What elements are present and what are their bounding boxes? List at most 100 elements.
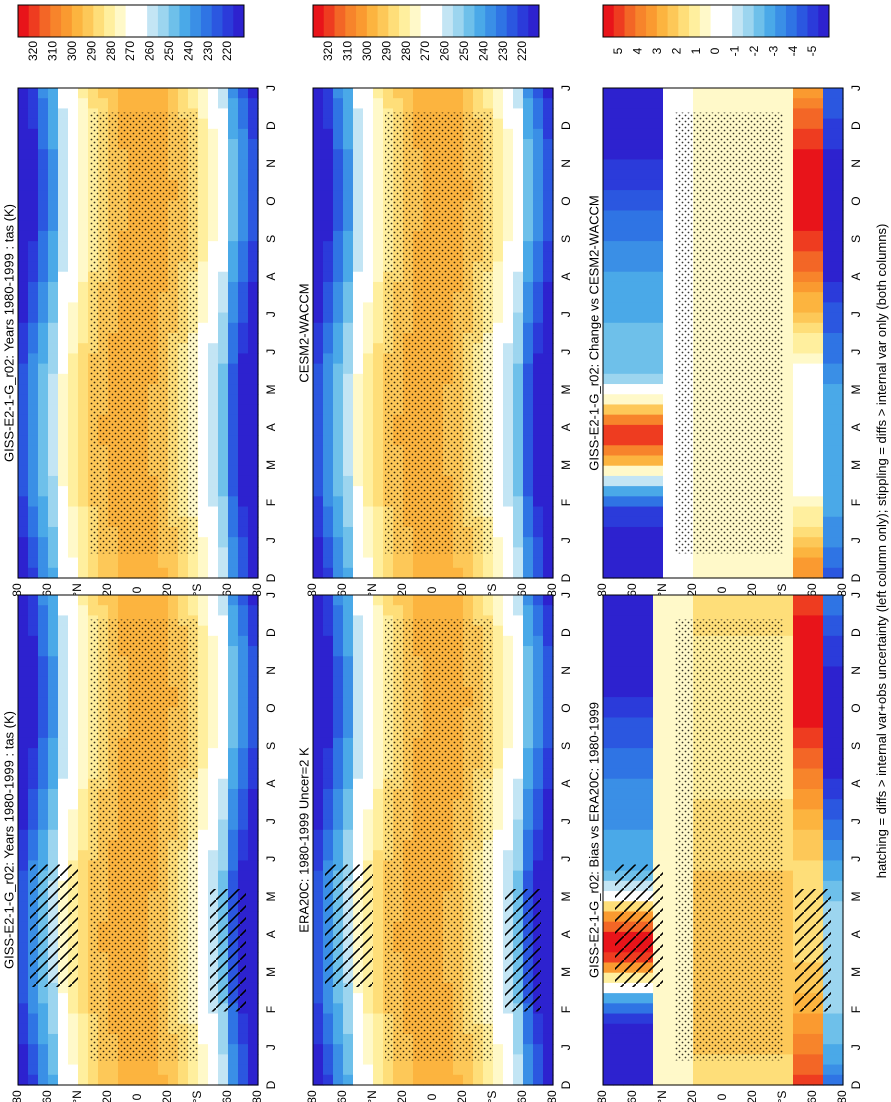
x-tick-label: J <box>264 856 278 862</box>
heatmap-cell <box>503 333 514 344</box>
heatmap-cell <box>643 333 654 344</box>
heatmap-cell <box>198 98 209 110</box>
heatmap-cell <box>513 169 524 181</box>
heatmap-cell <box>503 615 514 627</box>
heatmap-cell <box>208 465 219 477</box>
heatmap-cell <box>633 496 644 508</box>
heatmap-cell <box>323 475 334 487</box>
heatmap-cell <box>323 230 334 242</box>
heatmap-cell <box>513 1074 524 1086</box>
heatmap-cell <box>333 567 344 579</box>
heatmap-cell <box>333 537 344 548</box>
heatmap-cell <box>523 414 534 426</box>
heatmap-cell <box>633 281 644 293</box>
heatmap-cell <box>623 302 634 314</box>
x-tick-label: S <box>264 235 278 243</box>
heatmap-cell <box>353 373 364 385</box>
heatmap-cell <box>523 526 534 538</box>
heatmap-cell <box>68 809 79 821</box>
heatmap-cell <box>333 799 344 810</box>
x-tick-label: N <box>559 159 573 168</box>
heatmap-cell <box>28 506 39 518</box>
heatmap-cell <box>373 717 384 729</box>
heatmap-cell <box>523 707 534 719</box>
heatmap-cell <box>198 993 209 1004</box>
heatmap-cell <box>178 88 189 99</box>
heatmap-cell <box>373 516 384 528</box>
heatmap-cell <box>248 891 259 902</box>
heatmap-cell <box>68 737 79 749</box>
heatmap-cell <box>238 271 249 283</box>
heatmap-cell <box>208 778 219 790</box>
heatmap-cell <box>323 799 334 810</box>
heatmap-cell <box>68 261 79 273</box>
heatmap-cell <box>28 697 39 708</box>
heatmap-cell <box>198 1064 209 1076</box>
heatmap-cell <box>633 455 644 467</box>
heatmap-cell <box>238 1023 249 1035</box>
heatmap-cell <box>373 850 384 862</box>
heatmap-cell <box>48 435 59 446</box>
heatmap-cell <box>363 666 374 678</box>
heatmap-cell <box>78 717 89 729</box>
heatmap-cell <box>523 394 534 406</box>
heatmap-cell <box>333 496 344 508</box>
heatmap-cell <box>493 615 504 627</box>
heatmap-cell <box>333 819 344 831</box>
heatmap-cell <box>238 404 249 416</box>
hatching-overlay <box>210 889 246 1012</box>
heatmap-cell <box>373 343 384 355</box>
heatmap-cell <box>238 748 249 759</box>
heatmap-cell <box>513 281 524 293</box>
heatmap-cell <box>543 271 554 283</box>
heatmap-cell <box>28 343 39 355</box>
heatmap-cell <box>313 850 324 862</box>
heatmap-cell <box>613 98 624 110</box>
heatmap-cell <box>513 139 524 150</box>
heatmap-cell <box>208 686 219 698</box>
heatmap-cell <box>138 595 149 606</box>
heatmap-cell <box>313 799 324 810</box>
heatmap-cell <box>363 169 374 181</box>
heatmap-cell <box>38 169 49 181</box>
heatmap-cell <box>323 88 334 99</box>
heatmap-cell <box>138 88 149 99</box>
heatmap-cell <box>373 1033 384 1045</box>
heatmap-cell <box>323 707 334 719</box>
heatmap-cell <box>373 547 384 559</box>
heatmap-cell <box>513 788 524 800</box>
heatmap-cell <box>68 424 79 436</box>
heatmap-cell <box>473 567 484 579</box>
heatmap-cell <box>613 506 624 518</box>
heatmap-cell <box>473 1064 484 1076</box>
heatmap-cell <box>353 139 364 150</box>
heatmap-cell <box>503 312 514 324</box>
heatmap-cell <box>108 557 119 569</box>
heatmap-cell <box>653 149 664 161</box>
heatmap-cell <box>323 312 334 324</box>
heatmap-cell <box>238 424 249 436</box>
heatmap-cell <box>248 333 259 344</box>
heatmap-cell <box>493 942 504 953</box>
heatmap-cell <box>78 261 89 273</box>
heatmap-cell <box>238 1074 249 1086</box>
heatmap-cell <box>333 768 344 780</box>
heatmap-cell <box>533 394 544 406</box>
heatmap-cell <box>383 567 394 579</box>
heatmap-cell <box>228 605 239 617</box>
heatmap-cell <box>48 292 59 303</box>
heatmap-cell <box>248 635 259 647</box>
heatmap-cell <box>363 819 374 831</box>
heatmap-cell <box>533 128 544 140</box>
heatmap-cell <box>643 496 654 508</box>
heatmap-cell <box>383 557 394 569</box>
heatmap-cell <box>323 445 334 457</box>
heatmap-cell <box>503 870 514 882</box>
heatmap-cell <box>198 128 209 140</box>
heatmap-cell <box>503 159 514 171</box>
heatmap-cell <box>433 605 444 617</box>
heatmap-cell <box>68 758 79 770</box>
heatmap-cell <box>313 230 324 242</box>
heatmap-cell <box>313 108 324 120</box>
heatmap-cell <box>493 1044 504 1055</box>
